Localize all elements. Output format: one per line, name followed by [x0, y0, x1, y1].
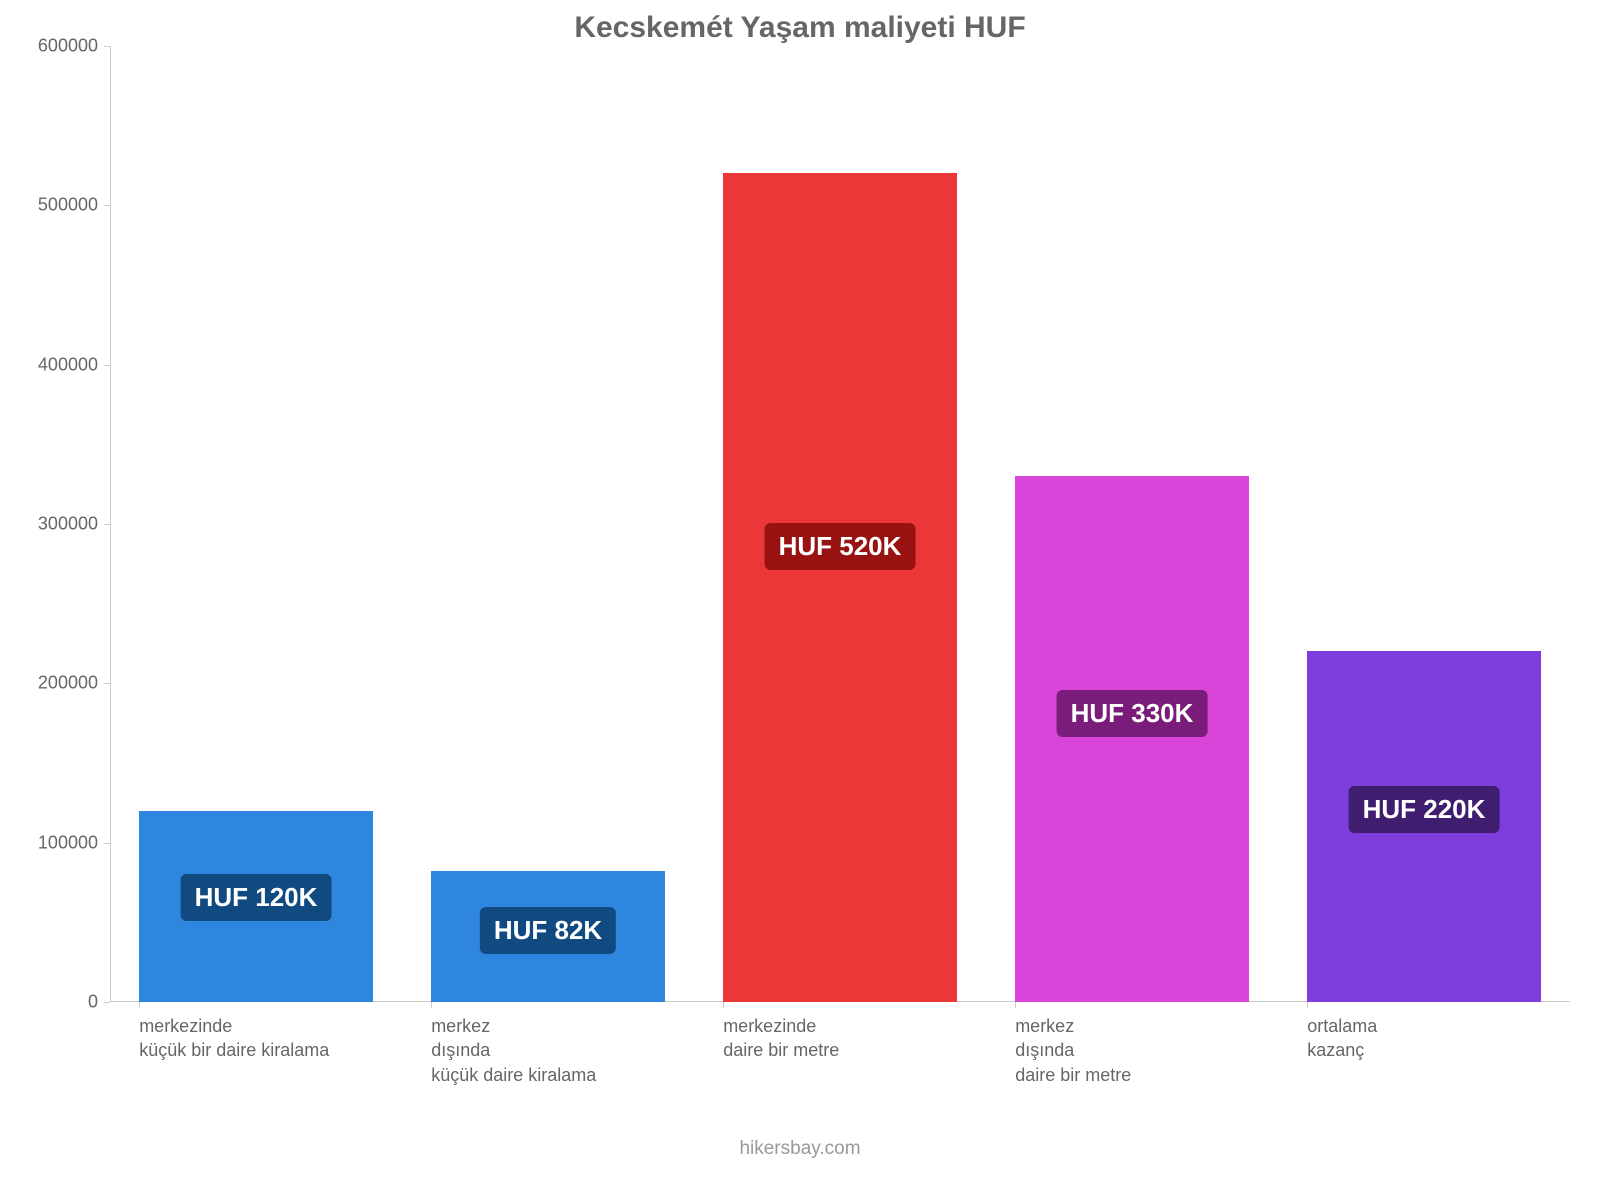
cost-of-living-chart: Kecskemét Yaşam maliyeti HUF 01000002000…: [0, 0, 1600, 1200]
x-category-label: ortalamakazanç: [1307, 1002, 1581, 1063]
x-category-label: merkezdışındadaire bir metre: [1015, 1002, 1289, 1087]
y-axis-line: [110, 46, 111, 1002]
bar-value-label: HUF 82K: [480, 907, 616, 954]
y-axis-label: 500000: [38, 195, 110, 216]
y-axis-label: 0: [88, 992, 110, 1013]
bar-value-label: HUF 120K: [181, 874, 332, 921]
chart-bar: [723, 173, 957, 1002]
chart-title: Kecskemét Yaşam maliyeti HUF: [0, 11, 1600, 45]
chart-bar: [1015, 476, 1249, 1002]
bar-value-label: HUF 220K: [1349, 786, 1500, 833]
x-category-label: merkezindedaire bir metre: [723, 1002, 997, 1063]
chart-source: hikersbay.com: [0, 1138, 1600, 1160]
y-axis-label: 100000: [38, 832, 110, 853]
x-category-label: merkezdışındaküçük daire kiralama: [431, 1002, 705, 1087]
y-axis-label: 200000: [38, 673, 110, 694]
bar-value-label: HUF 520K: [765, 523, 916, 570]
y-axis-label: 600000: [38, 36, 110, 57]
x-category-label: merkezindeküçük bir daire kiralama: [139, 1002, 413, 1063]
bar-value-label: HUF 330K: [1057, 690, 1208, 737]
plot-area: 0100000200000300000400000500000600000HUF…: [110, 46, 1570, 1002]
y-axis-label: 400000: [38, 354, 110, 375]
y-axis-label: 300000: [38, 514, 110, 535]
